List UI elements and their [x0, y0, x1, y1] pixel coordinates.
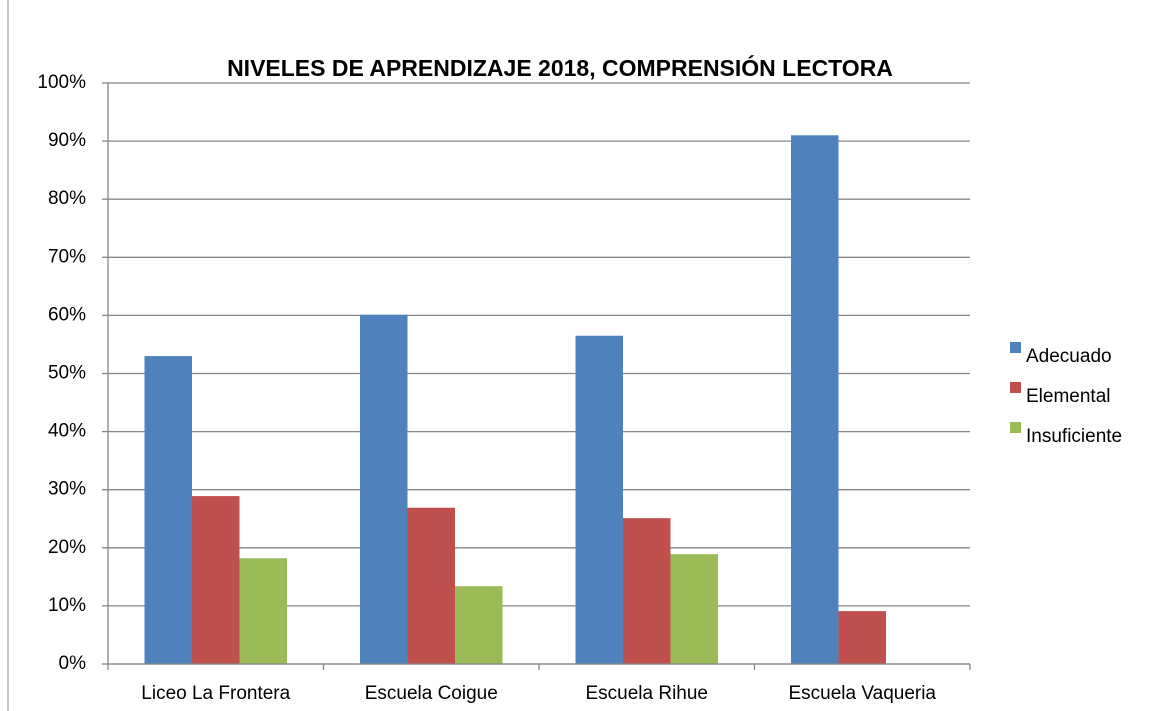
y-tick-label: 20%	[48, 537, 86, 558]
bar	[791, 135, 839, 665]
bar	[407, 507, 455, 664]
y-tick-label: 50%	[48, 363, 86, 384]
legend-label: Adecuado	[1026, 346, 1112, 367]
y-tick-label: 80%	[48, 188, 86, 209]
y-tick-label: 40%	[48, 421, 86, 442]
y-tick-label: 30%	[48, 479, 86, 500]
bar	[455, 586, 503, 664]
y-tick-label: 10%	[48, 595, 86, 616]
y-tick-label: 90%	[48, 130, 86, 151]
legend-swatch	[1010, 382, 1021, 393]
legend-swatch	[1010, 422, 1021, 433]
bar	[670, 554, 718, 664]
y-tick-label: 60%	[48, 304, 86, 325]
y-tick-label: 0%	[59, 653, 87, 674]
bar	[192, 496, 240, 664]
bar	[575, 335, 623, 664]
legend-label: Elemental	[1026, 386, 1111, 407]
legend-swatch	[1010, 342, 1021, 353]
bar	[623, 518, 671, 664]
bar	[838, 611, 886, 664]
x-tick-label: Escuela Coigue	[365, 683, 498, 704]
chart-title: NIVELES DE APRENDIZAJE 2018, COMPRENSIÓN…	[227, 54, 893, 81]
y-tick-label: 70%	[48, 246, 86, 267]
bar	[144, 356, 192, 664]
y-tick-label: 100%	[37, 72, 86, 93]
x-tick-label: Escuela Rihue	[585, 683, 708, 704]
bar	[360, 314, 408, 664]
x-tick-label: Liceo La Frontera	[141, 683, 290, 704]
legend-label: Insuficiente	[1026, 426, 1122, 447]
x-tick-label: Escuela Vaqueria	[788, 683, 936, 704]
bar	[239, 558, 287, 664]
